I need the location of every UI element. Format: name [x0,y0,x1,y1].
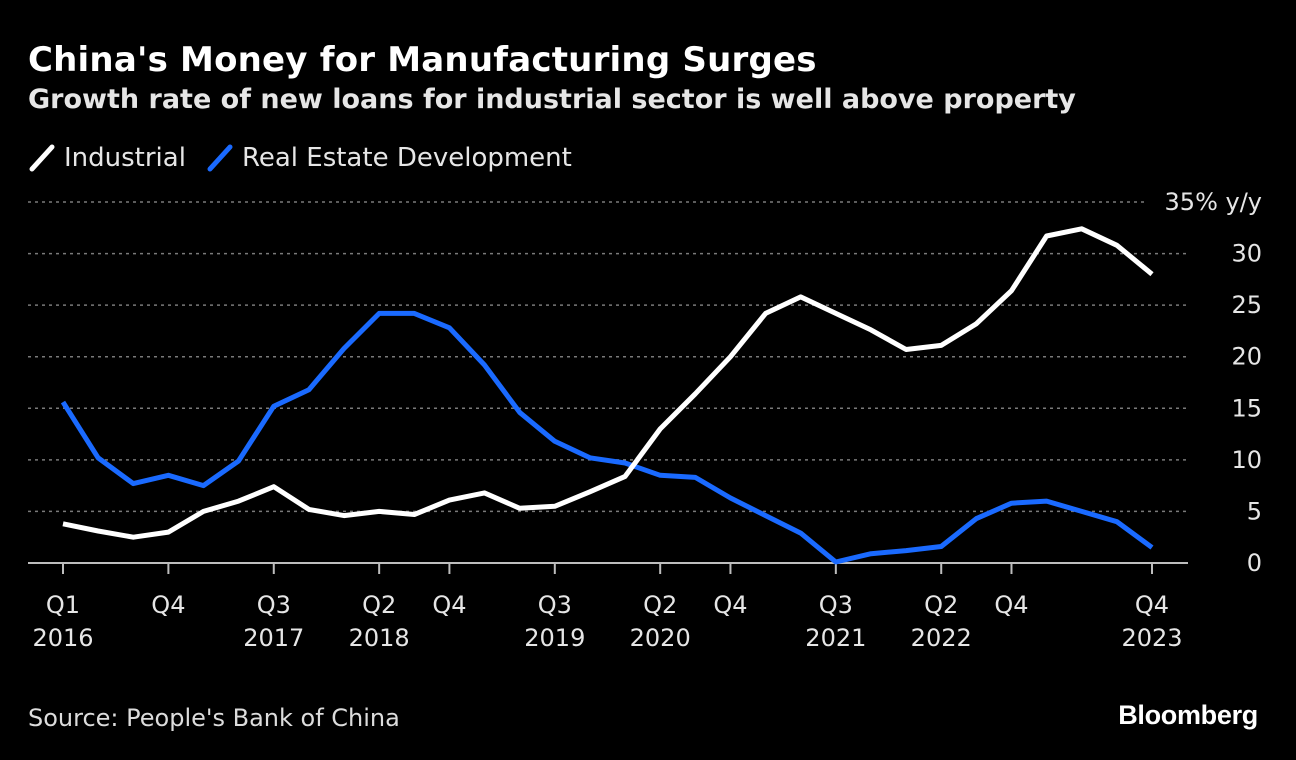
real-estate-line [60,310,1154,565]
x-tick-label-quarter: Q2 [924,591,958,619]
x-tick-label-quarter: Q3 [257,591,291,619]
x-tick-label-quarter: Q4 [432,591,466,619]
industrial-line [62,226,1154,540]
y-tick-label: 35% y/y [1165,188,1262,216]
x-tick-label-quarter: Q2 [643,591,677,619]
x-tick-label-quarter: Q2 [362,591,396,619]
x-tick-label-year: 2020 [630,624,691,652]
legend-swatch-real-estate [207,144,233,172]
x-tick-label-quarter: Q4 [151,591,185,619]
legend: Industrial Real Estate Development [28,140,592,176]
x-tick-label-quarter: Q3 [819,591,853,619]
x-axis: Q1 2016 Q4 Q3 2017 Q2 2018 Q4 Q3 2019 Q2 2020 Q4 Q3 20… [32,563,1183,652]
y-tick-label: 5 [1247,497,1262,525]
x-tick-label-year: 2022 [911,624,972,652]
y-tick-label: 30 [1231,240,1262,268]
legend-line-industrial [29,144,55,172]
legend-label-industrial: Industrial [64,143,186,173]
legend-label-real-estate: Real Estate Development [241,143,572,173]
x-tick-label-year: 2023 [1121,624,1182,652]
bloomberg-logo: Bloomberg [1118,700,1258,730]
x-tick-label-year: 2019 [524,624,585,652]
legend-item-real-estate: Real Estate Development [206,143,572,173]
x-tick-label-quarter: Q1 [46,591,80,619]
x-tick-label-quarter: Q4 [713,591,747,619]
x-tick-label-year: 2018 [349,624,410,652]
x-tick-label-year: 2021 [805,624,866,652]
chart-subtitle: Growth rate of new loans for industrial … [28,84,1076,115]
legend-line-real-estate [207,144,233,172]
source-note: Source: People's Bank of China [28,704,400,732]
y-tick-label: 15 [1231,394,1262,422]
y-tick-label: 10 [1231,446,1262,474]
y-tick-label: 20 [1231,343,1262,371]
x-tick-label-year: 2017 [243,624,304,652]
y-tick-label: 0 [1247,549,1262,577]
grid-layer [28,201,1188,564]
chart-title: China's Money for Manufacturing Surges [28,40,817,80]
y-axis: 0 5 10 15 20 25 30 35% y/y [1165,188,1262,577]
x-tick-label-quarter: Q4 [994,591,1028,619]
y-tick-label: 25 [1231,291,1262,319]
x-tick-label-quarter: Q3 [538,591,572,619]
x-tick-label-quarter: Q4 [1135,591,1169,619]
legend-item-industrial: Industrial [28,143,186,173]
x-tick-label-year: 2016 [32,624,93,652]
legend-swatch-industrial [29,144,55,172]
series-layer [60,226,1154,565]
